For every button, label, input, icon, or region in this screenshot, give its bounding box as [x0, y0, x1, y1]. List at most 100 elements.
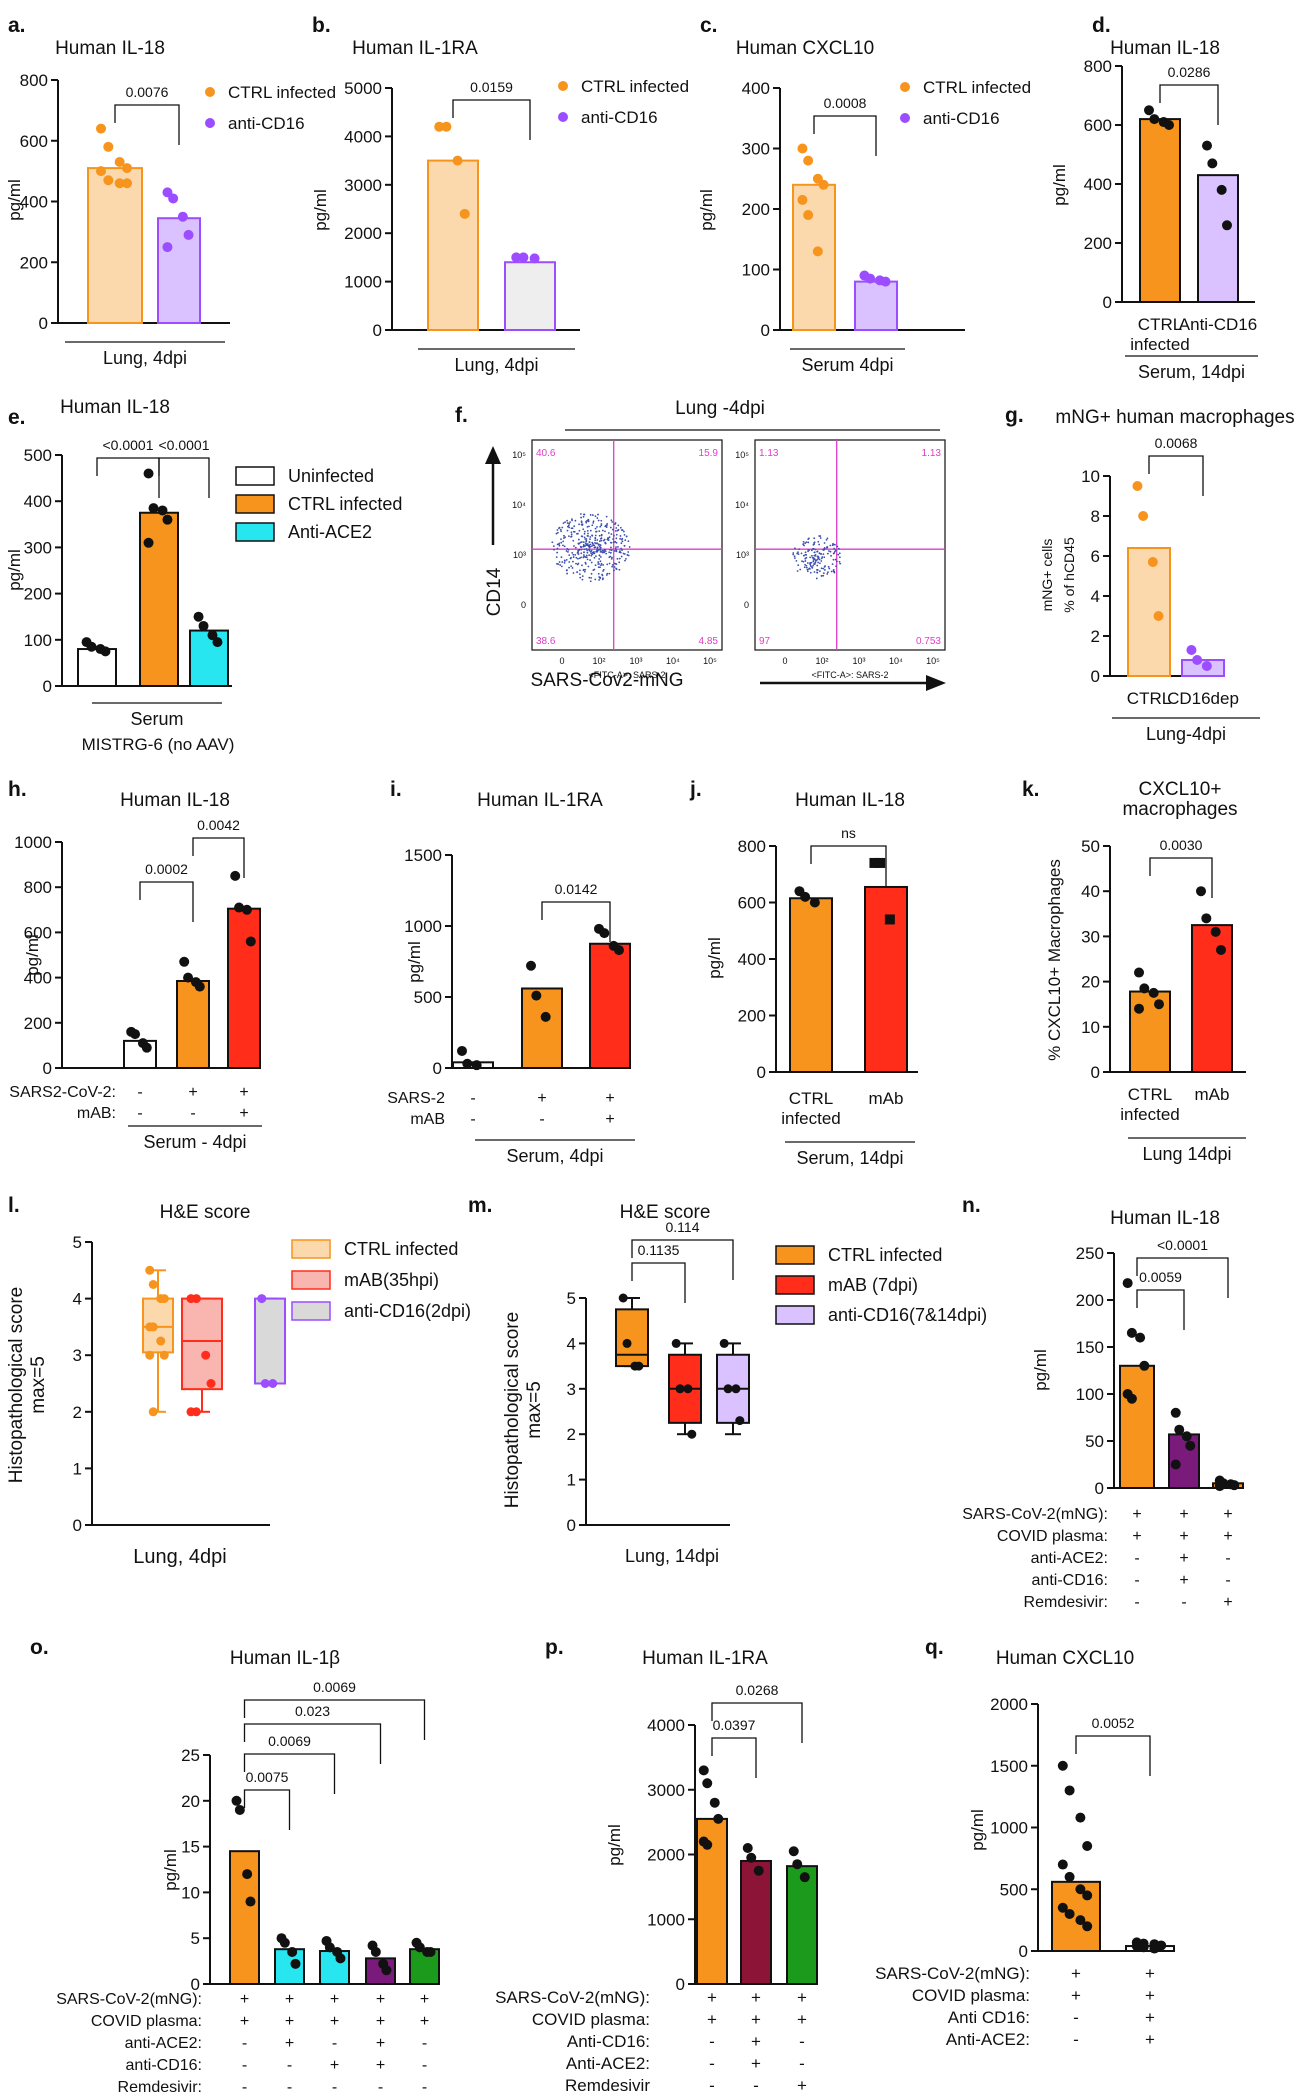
- data-point: [518, 252, 529, 263]
- panel-f: f. Lung -4dpi 40.6 15.9 38.6 4.85 10⁵ 10⁴ 10³ 0 0 1…: [455, 398, 946, 691]
- flow-event: [812, 543, 815, 546]
- significance-bracket: [631, 1239, 734, 1280]
- bar: [427, 159, 479, 331]
- condition-sign: +: [376, 2035, 385, 2052]
- condition-label: SARS-CoV-2(mNG):: [875, 1964, 1030, 1983]
- data-point: [287, 1946, 298, 1957]
- y-tick-label: 800: [738, 837, 766, 856]
- flow-event: [610, 546, 612, 549]
- condition-sign: +: [1132, 1528, 1141, 1545]
- p-value-label: 0.0008: [824, 95, 867, 111]
- flow-event: [563, 545, 566, 548]
- data-point: [746, 1852, 757, 1863]
- flow-event: [591, 541, 594, 544]
- flow-event: [608, 562, 611, 565]
- data-point: [1153, 611, 1164, 621]
- flow-event: [589, 529, 592, 532]
- condition-sign: +: [330, 2057, 339, 2074]
- flow-event: [833, 547, 836, 550]
- flow-event: [796, 570, 799, 572]
- p-value-label: <0.0001: [159, 437, 210, 453]
- panel-n-extras: 0.0059 <0.0001 SARS-CoV-2(mNG): + + + COVID pl…: [962, 1237, 1232, 1611]
- condition-sign: +: [751, 1988, 761, 2007]
- flow-event: [583, 551, 585, 554]
- significance-bracket: [452, 99, 531, 140]
- y-tick-label: 20: [181, 1792, 200, 1811]
- y-tick-label: 100: [742, 261, 770, 280]
- y-tick-label: 800: [24, 878, 52, 897]
- flow-event: [582, 528, 585, 531]
- flow-event: [816, 571, 819, 574]
- y-tick-label: 4000: [344, 127, 382, 146]
- flow-event: [588, 541, 591, 544]
- data-point: [193, 611, 204, 622]
- flow-y-tick: 10³: [736, 550, 749, 560]
- condition-sign: +: [239, 1105, 248, 1122]
- condition-sign: -: [422, 2035, 427, 2052]
- flow-event: [587, 544, 590, 547]
- condition-sign: +: [285, 1991, 294, 2008]
- flow-event: [567, 551, 569, 553]
- y-tick-label: 1000: [990, 1819, 1028, 1838]
- flow-event: [565, 558, 568, 561]
- condition-sign: -: [709, 2054, 715, 2073]
- y-tick-label: 200: [738, 1007, 766, 1026]
- data-point: [143, 468, 154, 479]
- x-category-line: CTRL: [1128, 1085, 1172, 1104]
- flow-event: [830, 554, 832, 557]
- condition-sign: +: [376, 1991, 385, 2008]
- flow-event: [614, 550, 616, 552]
- y-tick-label: 1500: [990, 1757, 1028, 1776]
- condition-sign: +: [420, 2013, 429, 2030]
- flow-x-tick: 10⁴: [889, 656, 903, 666]
- quadrant-percent: 40.6: [536, 448, 556, 459]
- flow-event: [793, 557, 796, 560]
- flow-event: [600, 534, 603, 537]
- y-tick-label: 500: [24, 446, 52, 465]
- data-point: [260, 1379, 270, 1388]
- condition-label: Remdesivir:: [1024, 1594, 1108, 1611]
- y-tick-label: 400: [742, 79, 770, 98]
- data-point: [875, 857, 886, 868]
- chart-title: Human IL-18: [120, 790, 230, 811]
- flow-event: [802, 560, 805, 563]
- condition-sign: +: [376, 2013, 385, 2030]
- flow-event: [612, 538, 614, 541]
- y-tick-label: 4: [73, 1290, 82, 1309]
- y-tick-label: 400: [24, 492, 52, 511]
- flow-event: [611, 565, 614, 568]
- bar: [227, 907, 261, 1069]
- bar: [696, 1817, 728, 1985]
- condition-sign: +: [188, 1084, 197, 1101]
- panel-c-extras: 0.0008 CTRL infected anti-CD16 Serum 4dpi: [790, 78, 1031, 375]
- y-tick-label: 400: [1084, 175, 1112, 194]
- flow-event: [592, 569, 595, 572]
- y-axis-label: pg/ml: [5, 179, 24, 221]
- flow-event: [615, 549, 618, 552]
- flow-event: [598, 558, 601, 560]
- data-point: [735, 1416, 745, 1426]
- data-point: [159, 1350, 169, 1360]
- flow-event: [590, 572, 593, 575]
- legend-swatch: [235, 522, 275, 542]
- flow-event: [811, 566, 814, 569]
- y-tick-label: 2000: [344, 224, 382, 243]
- y-tick-label: 600: [24, 923, 52, 942]
- condition-sign: +: [797, 2010, 807, 2029]
- panel-letter: l.: [8, 1194, 20, 1217]
- flow-event: [580, 520, 583, 523]
- data-point: [168, 193, 179, 204]
- data-point: [177, 211, 188, 222]
- data-point: [683, 1384, 693, 1394]
- flow-event: [566, 525, 569, 528]
- data-point: [702, 1778, 713, 1789]
- flow-event: [610, 549, 613, 552]
- panel-h-extras: 0.0002 0.0042 SARS2-CoV-2: - + + mAB: - - + Serum …: [9, 817, 262, 1152]
- data-point: [687, 1429, 697, 1439]
- data-point: [797, 194, 808, 205]
- data-point: [1135, 1332, 1146, 1343]
- y-tick-label: 50: [1085, 1432, 1104, 1451]
- y-tick-label: 0: [757, 1063, 766, 1082]
- legend-marker: [205, 118, 215, 128]
- significance-bracket: [813, 115, 877, 156]
